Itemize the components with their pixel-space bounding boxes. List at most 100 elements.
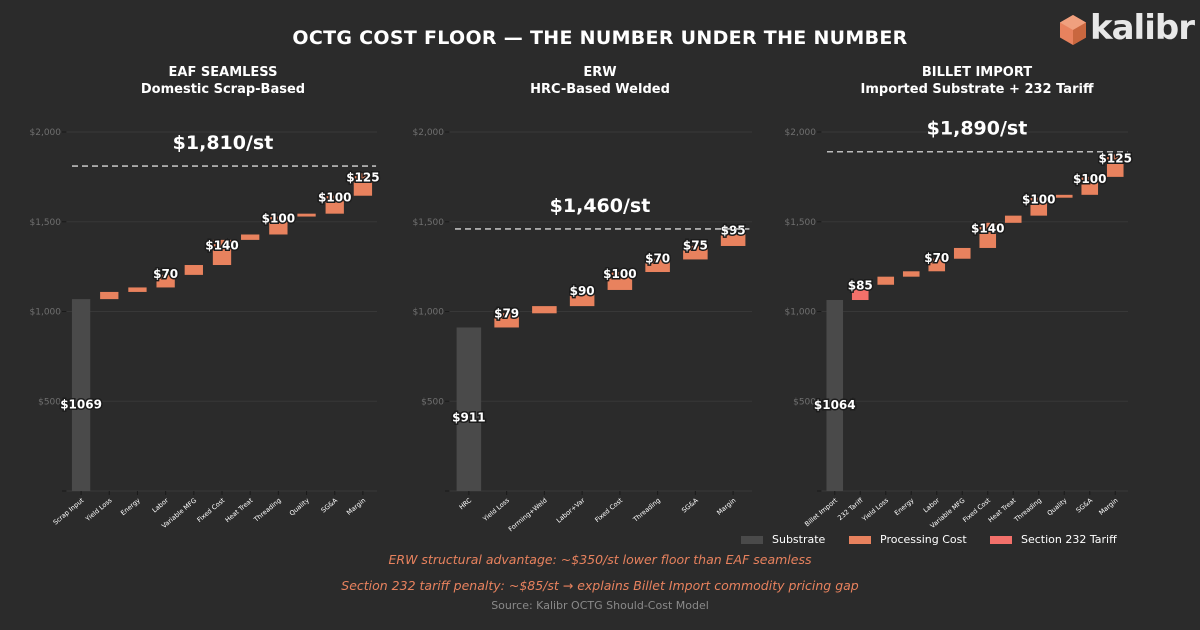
x-tick-label: Quality — [288, 496, 311, 517]
x-tick-label: Labor — [922, 496, 941, 514]
waterfall-bar-heat-treat — [1004, 215, 1022, 223]
x-tick-label: Quality — [1046, 496, 1069, 517]
x-tick-label: Heat Treat — [224, 496, 255, 524]
data-label: $911 — [452, 410, 485, 424]
waterfall-bar-quality — [297, 213, 316, 217]
data-label: $140 — [205, 238, 238, 252]
data-label: $140 — [971, 221, 1004, 235]
x-tick-label: Threading — [1012, 496, 1043, 524]
waterfall-bar-energy — [128, 287, 147, 292]
y-tick-label: $1,500 — [413, 218, 445, 228]
page-title: OCTG COST FLOOR — THE NUMBER UNDER THE N… — [292, 27, 908, 49]
x-tick-label: Margin — [715, 496, 737, 516]
y-tick-label: $2,000 — [30, 128, 62, 138]
waterfall-bar-sg-a — [1081, 176, 1099, 195]
data-label: $79 — [494, 306, 519, 320]
x-tick-label: Forming+Weld — [507, 496, 549, 533]
x-tick-label: Threading — [252, 496, 283, 524]
x-tick-label: Threading — [631, 496, 662, 524]
waterfall-bar-fixed-cost — [607, 272, 633, 290]
waterfall-bar-threading — [269, 216, 288, 235]
y-tick-label: $1,000 — [413, 308, 445, 318]
x-tick-label: Labor — [151, 496, 170, 514]
x-tick-label: Scrap Input — [52, 496, 86, 526]
data-label: $90 — [570, 284, 595, 298]
data-label: $70 — [645, 252, 670, 266]
waterfall-bar-labor-var — [569, 289, 595, 307]
waterfall-bar-labor — [928, 258, 946, 272]
y-tick-label: $1,000 — [785, 308, 817, 318]
waterfall-bar-threading — [645, 259, 670, 273]
x-tick-label: Labor+Var — [555, 496, 587, 524]
data-label: $85 — [848, 278, 873, 292]
data-label: $75 — [683, 239, 708, 253]
legend-substrate: Substrate — [741, 533, 825, 546]
waterfall-chart-3: BILLET IMPORT Imported Substrate + 232 Ta… — [785, 65, 1134, 530]
waterfall-bar-billet-import — [826, 300, 844, 491]
x-tick-label: SG&A — [1075, 496, 1095, 514]
waterfall-bar-energy — [902, 271, 920, 277]
x-tick-label: Margin — [345, 496, 367, 516]
y-tick-label: $500 — [38, 397, 61, 407]
waterfall-bar-scrap-input — [71, 299, 91, 491]
chart-title: ERW — [583, 65, 616, 80]
waterfall-bar-yield-loss — [877, 276, 895, 285]
legend-substrate-label: Substrate — [772, 533, 826, 546]
waterfall-bar-sg-a — [683, 245, 708, 260]
x-tick-label: SG&A — [680, 496, 700, 514]
waterfall-bar-forming-weld — [532, 306, 557, 314]
waterfall-bar-margin — [1106, 154, 1124, 177]
waterfall-bar-labor — [156, 274, 175, 288]
x-tick-label: Billet Import — [803, 496, 839, 528]
data-label: $100 — [1022, 193, 1055, 207]
x-tick-label: HRC — [458, 496, 474, 511]
x-tick-label: Energy — [893, 496, 916, 517]
waterfall-bar-heat-treat — [241, 234, 260, 240]
legend-tariff-swatch — [990, 535, 1012, 544]
x-tick-label: Heat Treat — [987, 496, 1018, 524]
data-label: $1064 — [814, 398, 856, 412]
chart-subtitle: Domestic Scrap-Based — [141, 82, 305, 97]
data-label: $100 — [1073, 172, 1106, 186]
legend-tariff-label: Section 232 Tariff — [1021, 533, 1117, 546]
x-tick-label: Yield Loss — [481, 496, 512, 524]
logo-text: kalibr — [1090, 8, 1195, 48]
data-label: $125 — [1099, 152, 1132, 166]
waterfall-bar-margin — [720, 228, 746, 246]
waterfall-bar-yield-loss — [100, 291, 119, 300]
total-label: $1,460/st — [550, 195, 651, 217]
data-label: $100 — [603, 267, 636, 281]
legend-processing-label: Processing Cost — [880, 533, 967, 546]
waterfall-bar-232-tariff — [851, 284, 869, 301]
data-label: $100 — [318, 191, 351, 205]
waterfall-bar-margin — [353, 173, 373, 196]
chart-title: BILLET IMPORT — [922, 65, 1032, 80]
x-tick-label: Margin — [1097, 496, 1119, 516]
kalibr-logo: kalibr — [1058, 8, 1195, 52]
waterfall-bar-hrc — [456, 327, 482, 491]
waterfall-bar-threading — [1030, 197, 1048, 216]
waterfall-bar-variable-mfg — [953, 247, 971, 259]
footer-note-erw: ERW structural advantage: ~$350/st lower… — [388, 552, 812, 567]
chart-title: EAF SEAMLESS — [169, 65, 278, 80]
y-tick-label: $2,000 — [413, 128, 445, 138]
legend-processing: Processing Cost — [849, 533, 967, 546]
total-label: $1,890/st — [927, 118, 1028, 140]
waterfall-chart-1: EAF SEAMLESS Domestic Scrap-Based $500 $1,0… — [30, 65, 382, 530]
waterfall-bar-quality — [1055, 194, 1073, 198]
legend-substrate-swatch — [741, 535, 763, 544]
data-label: $125 — [346, 171, 379, 185]
legend-tariff: Section 232 Tariff — [990, 533, 1117, 546]
x-tick-label: Fixed Cost — [593, 496, 624, 524]
x-tick-label: Energy — [119, 496, 142, 517]
chart-subtitle: HRC-Based Welded — [530, 82, 670, 97]
data-label: $70 — [153, 267, 178, 281]
waterfall-chart-2: ERW HRC-Based Welded $500 $1,000 $1,500 $2,00… — [413, 65, 752, 533]
footer-note-tariff: Section 232 tariff penalty: ~$85/st → ex… — [341, 578, 859, 593]
data-label: $1069 — [60, 398, 102, 412]
waterfall-bar-yield-loss — [494, 313, 519, 328]
y-tick-label: $500 — [793, 397, 816, 407]
waterfall-bar-variable-mfg — [184, 265, 203, 275]
legend-processing-swatch — [849, 535, 871, 544]
